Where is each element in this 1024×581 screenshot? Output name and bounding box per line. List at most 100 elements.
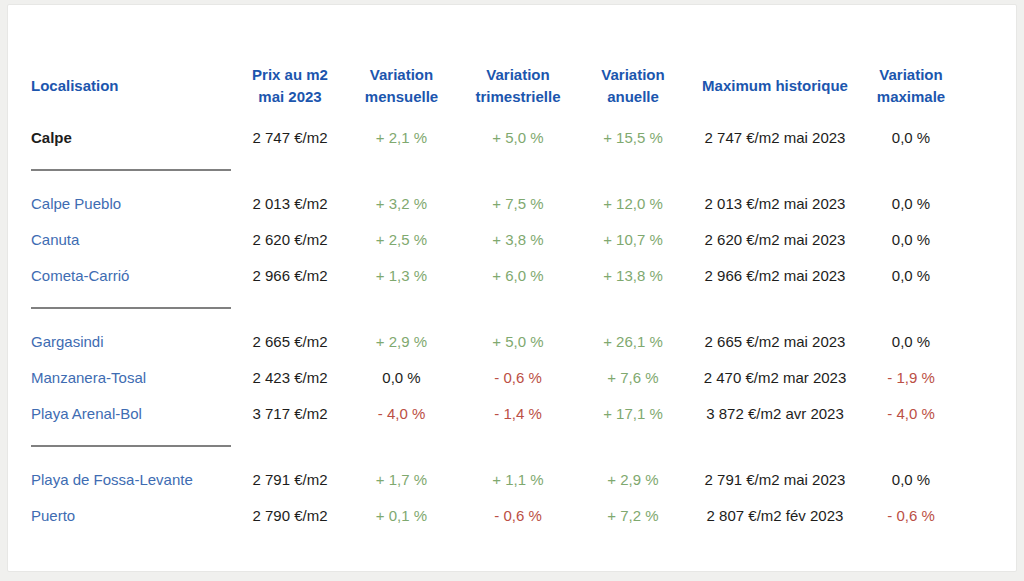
column-header-label: Prix au m2 [236,64,344,86]
section-divider-spacer [236,293,961,323]
quarterly-variation-cell: + 7,5 % [459,185,577,221]
table-row: Playa Arenal-Bol3 717 €/m2- 4,0 %- 1,4 %… [31,395,961,431]
price-cell: 2 620 €/m2 [236,221,344,257]
table-header: Localisation Prix au m2 mai 2023 Variati… [31,53,961,119]
max-historic-cell: 3 872 €/m2 avr 2023 [689,395,861,431]
price-cell: 2 423 €/m2 [236,359,344,395]
yearly-variation-cell: + 17,1 % [577,395,689,431]
locality-link[interactable]: Calpe Pueblo [31,195,121,212]
column-header-label: Variation [459,64,577,86]
section-divider-line [31,445,231,447]
table-row: Cometa-Carrió 2 966 €/m2+ 1,3 %+ 6,0 %+ 1… [31,257,961,293]
column-header-label: Maximum historique [689,75,861,97]
table-body: Calpe2 747 €/m2+ 2,1 %+ 5,0 %+ 15,5 %2 7… [31,119,961,533]
price-cell: 2 665 €/m2 [236,323,344,359]
max-variation-cell: 0,0 % [861,221,961,257]
max-variation-cell: 0,0 % [861,257,961,293]
section-divider-row [31,293,961,323]
locality-cell: Playa Arenal-Bol [31,395,236,431]
max-historic-cell: 2 470 €/m2 mar 2023 [689,359,861,395]
max-variation-cell: 0,0 % [861,185,961,221]
quarterly-variation-cell: + 5,0 % [459,119,577,155]
max-variation-cell: - 4,0 % [861,395,961,431]
locality-link[interactable]: Playa de Fossa-Levante [31,471,193,488]
table-row: Calpe Pueblo2 013 €/m2+ 3,2 %+ 7,5 %+ 12… [31,185,961,221]
max-variation-cell: 0,0 % [861,323,961,359]
column-header-label: Variation [861,64,961,86]
monthly-variation-cell: + 0,1 % [344,497,459,533]
quarterly-variation-cell: + 3,8 % [459,221,577,257]
table-row: Playa de Fossa-Levante2 791 €/m2+ 1,7 %+… [31,461,961,497]
column-header-label: mensuelle [344,86,459,108]
locality-cell: Playa de Fossa-Levante [31,461,236,497]
max-variation-cell: - 0,6 % [861,497,961,533]
monthly-variation-cell: + 1,3 % [344,257,459,293]
column-header-max-historic: Maximum historique [689,53,861,119]
max-historic-cell: 2 807 €/m2 fév 2023 [689,497,861,533]
max-historic-cell: 2 665 €/m2 mai 2023 [689,323,861,359]
max-historic-cell: 2 791 €/m2 mai 2023 [689,461,861,497]
section-divider-cell [31,431,236,461]
column-header-label: anuelle [577,86,689,108]
section-divider-cell [31,293,236,323]
column-header-price: Prix au m2 mai 2023 [236,53,344,119]
max-historic-cell: 2 620 €/m2 mai 2023 [689,221,861,257]
column-header-label: Variation [344,64,459,86]
max-variation-cell: 0,0 % [861,461,961,497]
locality-link[interactable]: Manzanera-Tosal [31,369,146,386]
column-header-label: Variation [577,64,689,86]
column-header-label: trimestrielle [459,86,577,108]
quarterly-variation-cell: + 6,0 % [459,257,577,293]
yearly-variation-cell: + 2,9 % [577,461,689,497]
yearly-variation-cell: + 10,7 % [577,221,689,257]
table-row: Manzanera-Tosal2 423 €/m20,0 %- 0,6 %+ 7… [31,359,961,395]
pricing-card: Localisation Prix au m2 mai 2023 Variati… [7,4,1017,572]
locality-link[interactable]: Puerto [31,507,75,524]
price-cell: 2 791 €/m2 [236,461,344,497]
max-variation-cell: - 1,9 % [861,359,961,395]
column-header-label: mai 2023 [236,86,344,108]
locality-cell: Cometa-Carrió [31,257,236,293]
monthly-variation-cell: - 4,0 % [344,395,459,431]
locality-link[interactable]: Playa Arenal-Bol [31,405,142,422]
locality-cell: Puerto [31,497,236,533]
price-cell: 2 747 €/m2 [236,119,344,155]
locality-link[interactable]: Canuta [31,231,79,248]
price-cell: 2 790 €/m2 [236,497,344,533]
locality-link[interactable]: Gargasindi [31,333,104,350]
quarterly-variation-cell: + 5,0 % [459,323,577,359]
yearly-variation-cell: + 7,6 % [577,359,689,395]
locality-cell: Calpe [31,119,236,155]
table-row: Gargasindi 2 665 €/m2+ 2,9 %+ 5,0 %+ 26,1… [31,323,961,359]
section-divider-cell [31,155,236,185]
column-header-quarterly-variation: Variation trimestrielle [459,53,577,119]
table-row: Canuta2 620 €/m2+ 2,5 %+ 3,8 %+ 10,7 %2 … [31,221,961,257]
yearly-variation-cell: + 15,5 % [577,119,689,155]
section-divider-line [31,307,231,309]
monthly-variation-cell: + 3,2 % [344,185,459,221]
max-variation-cell: 0,0 % [861,119,961,155]
column-header-yearly-variation: Variation anuelle [577,53,689,119]
section-divider-line [31,169,231,171]
locality-label: Calpe [31,129,72,146]
locality-link[interactable]: Cometa-Carrió [31,267,129,284]
column-header-label: Localisation [31,75,236,97]
column-header-label: maximale [861,86,961,108]
column-header-localisation: Localisation [31,53,236,119]
yearly-variation-cell: + 13,8 % [577,257,689,293]
table-row: Puerto2 790 €/m2+ 0,1 %- 0,6 %+ 7,2 %2 8… [31,497,961,533]
quarterly-variation-cell: - 0,6 % [459,359,577,395]
yearly-variation-cell: + 7,2 % [577,497,689,533]
price-cell: 2 966 €/m2 [236,257,344,293]
locality-cell: Manzanera-Tosal [31,359,236,395]
quarterly-variation-cell: - 0,6 % [459,497,577,533]
section-divider-spacer [236,155,961,185]
yearly-variation-cell: + 26,1 % [577,323,689,359]
quarterly-variation-cell: + 1,1 % [459,461,577,497]
max-historic-cell: 2 013 €/m2 mai 2023 [689,185,861,221]
monthly-variation-cell: + 1,7 % [344,461,459,497]
monthly-variation-cell: + 2,9 % [344,323,459,359]
section-divider-row [31,155,961,185]
price-cell: 3 717 €/m2 [236,395,344,431]
table-row: Calpe2 747 €/m2+ 2,1 %+ 5,0 %+ 15,5 %2 7… [31,119,961,155]
